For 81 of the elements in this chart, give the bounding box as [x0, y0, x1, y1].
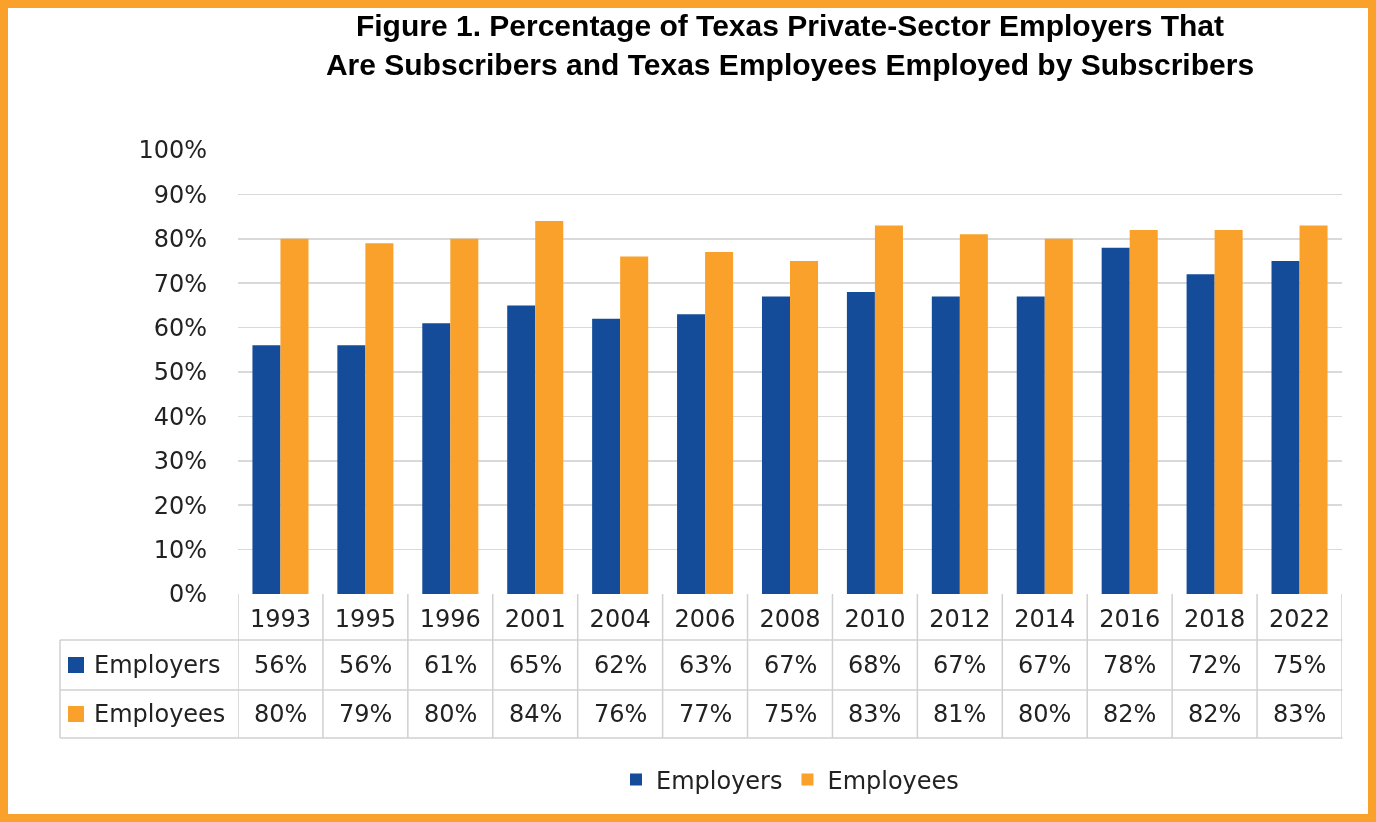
x-tick-label: 2004 — [589, 605, 651, 633]
data-label: 79% — [339, 700, 393, 728]
bar — [620, 256, 649, 594]
bar — [1101, 247, 1130, 594]
bar — [1016, 296, 1045, 594]
data-label: 84% — [509, 700, 563, 728]
y-tick-label: 30% — [153, 447, 207, 476]
bar — [252, 345, 281, 594]
x-tick-label: 2012 — [929, 605, 991, 633]
data-label: 80% — [254, 700, 308, 728]
y-tick-label: 60% — [153, 314, 207, 342]
bar — [874, 225, 903, 594]
data-label: 83% — [848, 700, 902, 728]
bar — [592, 318, 621, 594]
legend-label: Employees — [94, 700, 226, 728]
data-label: 82% — [1103, 700, 1157, 728]
data-label: 61% — [424, 651, 478, 679]
data-label: 80% — [1018, 700, 1072, 728]
data-label: 75% — [764, 700, 818, 728]
bar — [507, 305, 536, 594]
data-label: 80% — [424, 700, 478, 728]
x-tick-label: 2014 — [1014, 605, 1076, 633]
y-tick-label: 80% — [153, 225, 207, 254]
data-label: 65% — [509, 651, 563, 679]
data-label: 67% — [764, 651, 818, 679]
x-tick-label: 2022 — [1269, 605, 1331, 633]
y-tick-label: 90% — [153, 180, 207, 209]
x-tick-label: 2016 — [1099, 605, 1161, 633]
bar — [846, 292, 875, 594]
bar — [280, 238, 309, 594]
data-label: 56% — [254, 651, 308, 679]
bar — [761, 296, 790, 594]
x-tick-label: 2008 — [759, 605, 821, 633]
bar — [931, 296, 960, 594]
data-label: 78% — [1103, 651, 1157, 679]
y-tick-label: 100% — [138, 136, 207, 165]
bar — [450, 238, 479, 594]
y-tick-label: 0% — [168, 580, 207, 609]
data-label: 72% — [1188, 651, 1242, 679]
y-tick-label: 10% — [153, 536, 207, 564]
data-label: 76% — [594, 700, 648, 728]
y-tick-label: 70% — [153, 269, 207, 298]
bar — [1214, 229, 1243, 594]
data-label: 81% — [933, 700, 987, 728]
data-label: 68% — [848, 651, 902, 679]
bar — [365, 243, 394, 594]
bar — [422, 323, 451, 594]
y-tick-label: 40% — [153, 402, 207, 431]
data-label: 67% — [933, 651, 987, 679]
x-tick-label: 1996 — [419, 605, 481, 633]
x-tick-label: 2018 — [1184, 605, 1246, 633]
data-label: 56% — [339, 651, 393, 679]
text: Employees — [827, 766, 959, 795]
data-label: 75% — [1273, 651, 1327, 679]
bar — [790, 261, 819, 594]
bar — [677, 314, 706, 594]
data-label: 62% — [594, 651, 648, 679]
x-tick-label: 1993 — [249, 605, 311, 633]
bar — [1044, 238, 1073, 594]
x-tick-label: 2006 — [674, 605, 736, 633]
y-tick-label: 50% — [153, 358, 207, 387]
bar — [1129, 229, 1158, 594]
bar — [959, 234, 988, 594]
bar — [337, 345, 366, 594]
data-label: 82% — [1188, 700, 1242, 728]
bar — [1186, 274, 1215, 594]
bar — [1271, 261, 1300, 594]
x-tick-label: 2001 — [504, 605, 566, 633]
chart-title: Figure 1. Percentage of Texas Private-Sector Employers That Are Subscribers and Texas Employees Employed by Subscribers — [325, 9, 1255, 81]
data-label: 63% — [679, 651, 733, 679]
bar — [535, 221, 564, 594]
legend-label: Employers — [94, 651, 221, 679]
bar — [705, 252, 734, 594]
x-tick-label: 2010 — [844, 605, 906, 633]
x-tick-label: 1995 — [334, 605, 396, 633]
data-label: 83% — [1273, 700, 1327, 728]
bar — [1299, 225, 1328, 594]
text: Employers — [656, 766, 783, 795]
data-label: 77% — [679, 700, 733, 728]
y-tick-label: 20% — [153, 491, 207, 520]
data-label: 67% — [1018, 651, 1072, 679]
